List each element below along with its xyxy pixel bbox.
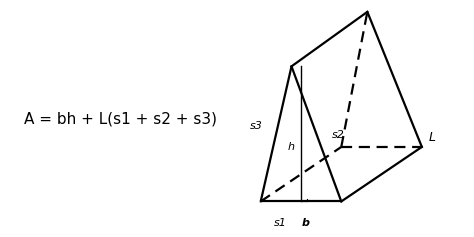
Text: A = bh + L(s1 + s2 + s3): A = bh + L(s1 + s2 + s3): [24, 111, 217, 126]
Text: s1: s1: [274, 218, 287, 228]
Text: s2: s2: [332, 130, 345, 140]
Text: s3: s3: [250, 121, 263, 131]
Text: L: L: [429, 131, 436, 144]
Text: h: h: [287, 142, 294, 152]
Text: b: b: [301, 218, 310, 228]
